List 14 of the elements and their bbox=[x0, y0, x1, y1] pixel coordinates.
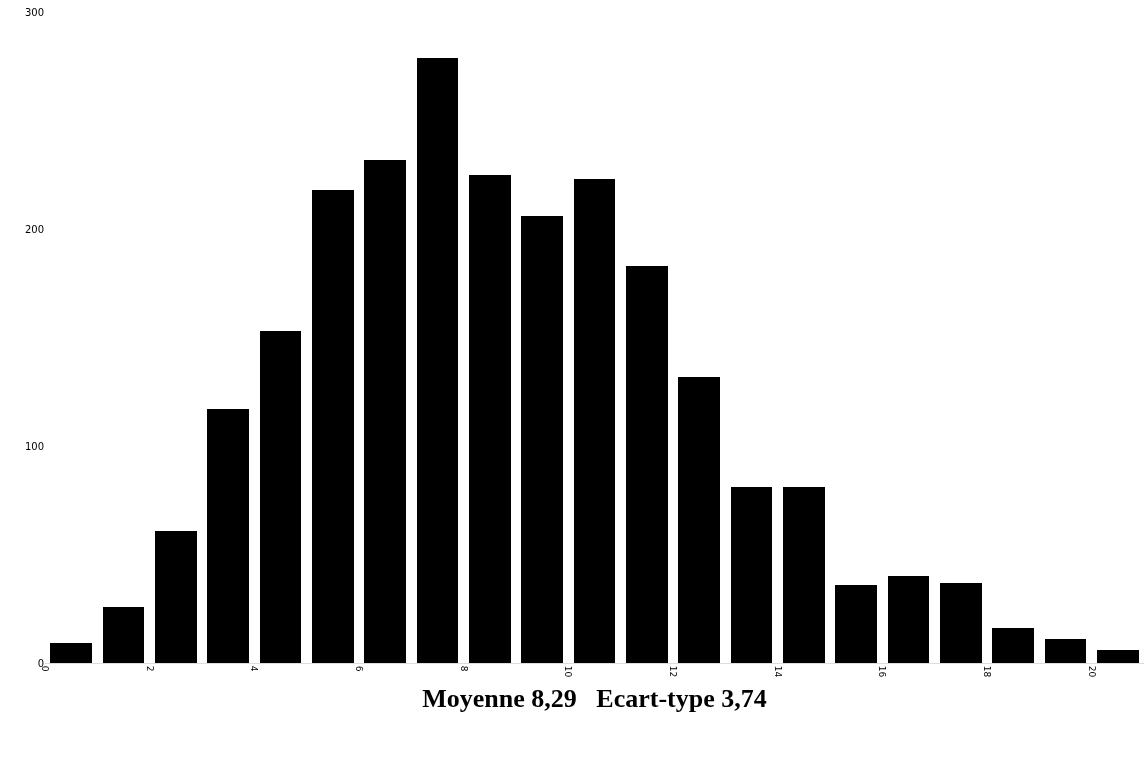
x-tick-label: 12 bbox=[668, 665, 679, 678]
y-tick-label: 300 bbox=[24, 6, 44, 18]
y-tick-label: 200 bbox=[24, 223, 44, 235]
x-tick-label: 20 bbox=[1086, 665, 1097, 678]
x-tick-label: 4 bbox=[249, 665, 260, 672]
x-tick-label: 6 bbox=[354, 665, 365, 672]
x-tick-label: 18 bbox=[982, 665, 993, 678]
x-axis-title: Moyenne 8,29 Ecart-type 3,74 bbox=[422, 684, 767, 714]
x-tick-label: 2 bbox=[144, 665, 155, 672]
x-tick-label: 16 bbox=[877, 665, 888, 678]
x-tick-label: 8 bbox=[458, 665, 469, 672]
x-tick-label: 10 bbox=[563, 665, 574, 678]
x-tick-label: 14 bbox=[772, 665, 783, 678]
y-tick-label: 100 bbox=[24, 440, 44, 452]
